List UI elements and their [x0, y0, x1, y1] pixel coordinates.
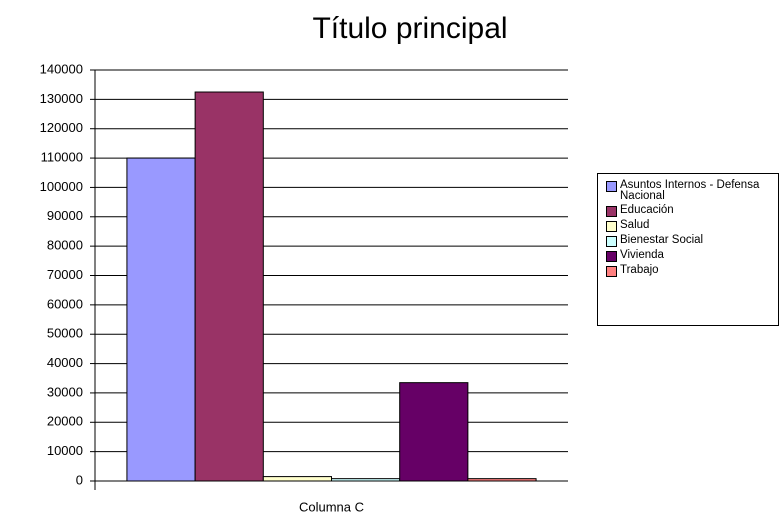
legend-item: Educación — [606, 204, 774, 217]
y-tick-label: 20000 — [47, 414, 83, 429]
legend-label: Salud — [620, 219, 650, 231]
legend-swatch — [606, 266, 617, 277]
legend-item: Trabajo — [606, 264, 774, 277]
y-tick-label: 60000 — [47, 296, 83, 311]
y-tick-label: 90000 — [47, 208, 83, 223]
legend-item: Salud — [606, 219, 774, 232]
y-tick-label: 70000 — [47, 267, 83, 282]
bar — [126, 157, 196, 482]
bar — [331, 478, 401, 482]
x-tick-label: Columna C — [299, 499, 364, 514]
legend-label: Trabajo — [620, 264, 659, 276]
legend-swatch — [606, 236, 617, 247]
bar — [262, 476, 333, 482]
y-tick-label: 40000 — [47, 355, 83, 370]
legend: Asuntos Internos - Defensa Nacional Educa… — [597, 173, 779, 326]
y-tick-label: 80000 — [47, 238, 83, 253]
y-tick-label: 100000 — [40, 179, 83, 194]
y-tick-label: 0 — [76, 472, 83, 487]
y-tick-label: 110000 — [41, 150, 83, 165]
legend-label: Bienestar Social — [620, 234, 704, 246]
legend-swatch — [606, 206, 617, 217]
y-tick-label: 130000 — [40, 91, 83, 106]
bar — [194, 91, 264, 482]
bar — [467, 478, 537, 482]
legend-label: Vivienda — [620, 249, 664, 261]
legend-label: Asuntos Internos - Defensa Nacional — [620, 179, 760, 202]
legend-swatch — [606, 251, 617, 262]
y-tick-label: 140000 — [40, 61, 83, 76]
legend-item: Bienestar Social — [606, 234, 774, 247]
legend-item: Vivienda — [606, 249, 774, 262]
chart-title: Título principal — [312, 12, 507, 45]
legend-label: Educación — [620, 204, 674, 216]
legend-swatch — [606, 181, 617, 192]
y-tick-label: 10000 — [47, 443, 83, 458]
legend-swatch — [606, 221, 617, 232]
y-tick-label: 120000 — [40, 120, 83, 135]
y-tick-label: 30000 — [47, 384, 83, 399]
y-tick-label: 50000 — [47, 326, 83, 341]
bar — [399, 382, 469, 482]
legend-item: Asuntos Internos - Defensa Nacional — [606, 179, 774, 202]
